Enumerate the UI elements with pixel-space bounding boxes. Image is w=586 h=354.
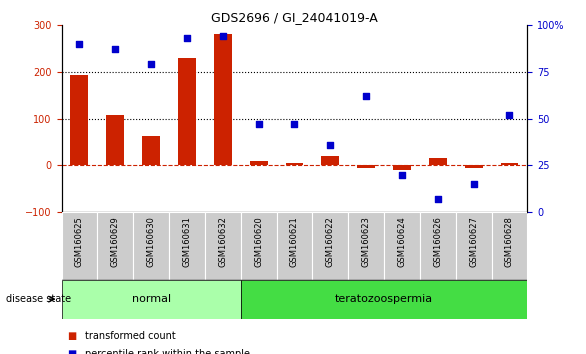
Text: GSM160620: GSM160620: [254, 216, 263, 267]
Bar: [277, 212, 312, 280]
Bar: [465, 165, 483, 168]
Bar: [241, 212, 277, 280]
Bar: [500, 163, 519, 165]
Bar: [250, 161, 268, 165]
Text: GSM160631: GSM160631: [182, 216, 192, 267]
Point: [218, 33, 227, 39]
Bar: [62, 280, 241, 319]
Text: GSM160622: GSM160622: [326, 216, 335, 267]
Point: [75, 41, 84, 46]
Bar: [70, 75, 88, 165]
Bar: [133, 212, 169, 280]
Bar: [420, 212, 456, 280]
Point: [254, 121, 263, 127]
Bar: [429, 159, 447, 165]
Bar: [456, 212, 492, 280]
Text: GSM160630: GSM160630: [146, 216, 156, 267]
Point: [505, 112, 514, 118]
Text: ■: ■: [67, 349, 77, 354]
Text: GSM160623: GSM160623: [362, 216, 370, 267]
Point: [433, 196, 442, 202]
Text: GSM160627: GSM160627: [469, 216, 478, 267]
Bar: [384, 212, 420, 280]
Text: ■: ■: [67, 331, 77, 341]
Text: GSM160624: GSM160624: [397, 216, 407, 267]
Bar: [97, 212, 133, 280]
Text: GSM160625: GSM160625: [75, 216, 84, 267]
Bar: [241, 280, 527, 319]
Bar: [214, 34, 231, 165]
Point: [362, 93, 371, 99]
Bar: [205, 212, 241, 280]
Point: [146, 61, 156, 67]
Text: GSM160629: GSM160629: [111, 216, 120, 267]
Bar: [312, 212, 348, 280]
Text: normal: normal: [132, 294, 171, 304]
Bar: [285, 163, 304, 165]
Bar: [62, 212, 97, 280]
Text: GSM160626: GSM160626: [433, 216, 442, 267]
Text: percentile rank within the sample: percentile rank within the sample: [85, 349, 250, 354]
Text: teratozoospermia: teratozoospermia: [335, 294, 433, 304]
Text: GSM160628: GSM160628: [505, 216, 514, 267]
Point: [397, 172, 407, 178]
Point: [290, 121, 299, 127]
Bar: [106, 115, 124, 165]
Point: [182, 35, 192, 41]
Text: disease state: disease state: [6, 294, 71, 304]
Text: transformed count: transformed count: [85, 331, 176, 341]
Bar: [142, 136, 160, 165]
Point: [111, 46, 120, 52]
Bar: [348, 212, 384, 280]
Bar: [169, 212, 205, 280]
Bar: [321, 156, 339, 165]
Text: GSM160632: GSM160632: [219, 216, 227, 267]
Point: [326, 142, 335, 148]
Point: [469, 181, 478, 187]
Text: GSM160621: GSM160621: [290, 216, 299, 267]
Bar: [178, 58, 196, 165]
Bar: [357, 165, 375, 168]
Bar: [492, 212, 527, 280]
Bar: [393, 165, 411, 170]
Title: GDS2696 / GI_24041019-A: GDS2696 / GI_24041019-A: [211, 11, 378, 24]
